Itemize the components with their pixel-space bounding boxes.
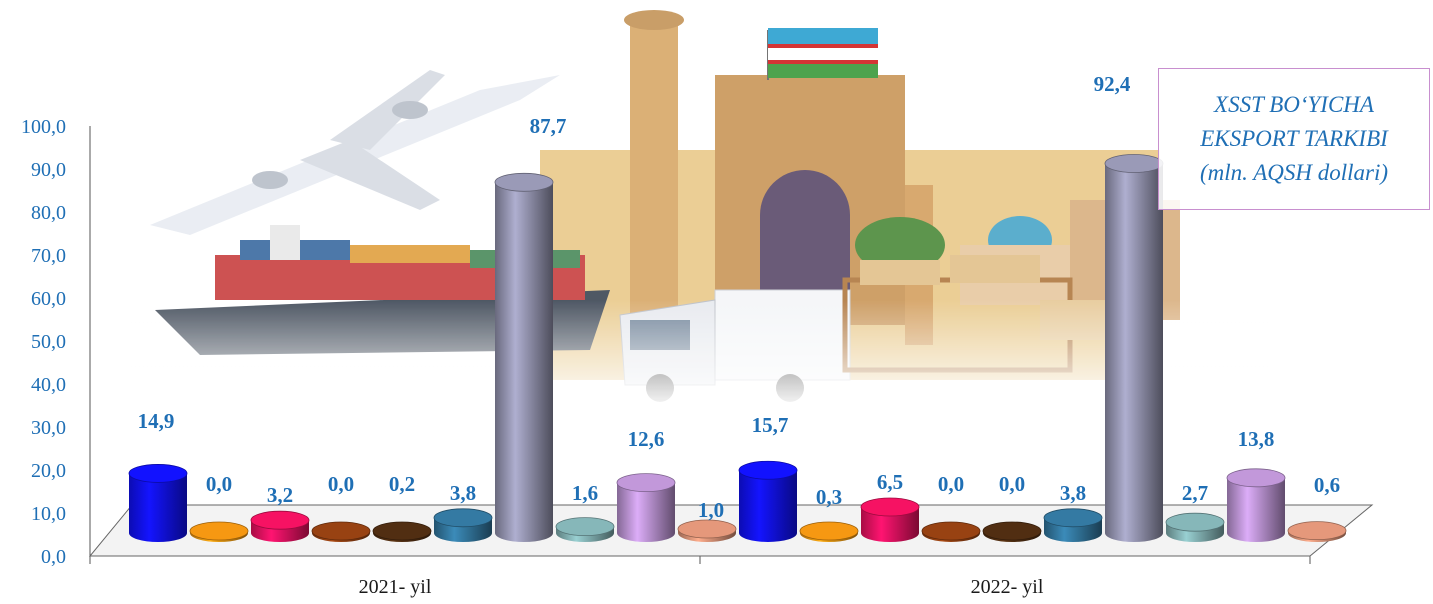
bar-top [128,464,188,483]
bar-value-label: 3,8 [450,481,476,505]
chart-title-line-2: EKSPORT TARKIBI [1200,126,1388,151]
bar-value-label: 1,0 [698,498,724,522]
bar-value-label: 0,3 [816,485,842,509]
bar-top [372,521,432,541]
bar-top [1226,468,1286,488]
y-tick-label: 60,0 [31,288,66,310]
bar-value-label: 0,0 [328,472,354,496]
bar-cylinder [616,473,676,542]
bar-cylinder [128,464,188,542]
flag-icon [767,28,878,80]
bar-value-label: 2,7 [1182,481,1208,505]
bar-top [189,521,249,541]
bar-cylinder [982,521,1042,542]
bar-top [250,510,310,530]
bar-value-label: 13,8 [1238,427,1275,451]
bar-value-label: 92,4 [1094,72,1131,96]
bar-top [433,508,493,528]
bar-top [1287,521,1347,541]
y-tick-label: 70,0 [31,245,66,267]
bar-cylinder [860,497,920,542]
x-category-label: 2021- yil [359,576,432,598]
y-tick-label: 0,0 [41,546,66,568]
bar-top [738,460,798,480]
chart-title-line-3: (mln. AQSH dollari) [1199,160,1389,185]
bar-cylinder [1165,512,1225,542]
bar-top [982,521,1042,541]
bar-top [1104,154,1164,173]
bar-cylinder [1104,154,1164,542]
bar-top [1043,508,1103,528]
x-category-label: 2022- yil [971,576,1044,598]
y-tick-label: 50,0 [31,331,66,353]
bar-cylinder [677,519,737,542]
y-tick-label: 30,0 [31,417,66,439]
bar-top [860,497,920,517]
bar-body [617,482,675,542]
bar-top [494,172,554,192]
y-tick-label: 80,0 [31,202,66,224]
bar-cylinder [799,521,859,542]
bar-value-label: 15,7 [752,413,789,437]
bar-body [1105,163,1163,542]
bar-top [921,521,981,541]
bar-cylinder [494,172,554,542]
bar-top [311,521,371,541]
bar-value-label: 12,6 [628,427,665,451]
bar-cylinder [1043,508,1103,542]
bar-value-label: 3,2 [267,483,293,507]
bar-body [861,507,919,542]
bar-value-label: 6,5 [877,470,903,494]
bar-value-label: 0,0 [938,472,964,496]
bar-cylinder [372,521,432,542]
bar-cylinder [1226,468,1286,542]
bar-value-label: 1,6 [572,481,598,505]
chart-title-box: XSST BO‘YICHA EKSPORT TARKIBI (mln. AQSH… [1158,68,1430,210]
bar-value-label: 0,2 [389,472,415,496]
bar-value-label: 0,0 [999,472,1025,496]
bar-body [495,182,553,542]
bar-cylinder [921,521,981,542]
bar-cylinder [311,521,371,542]
bar-top [1165,512,1225,532]
bar-value-label: 0,0 [206,472,232,496]
bar-body [739,470,797,542]
bar-top [677,519,737,539]
bar-cylinder [1287,521,1347,542]
y-tick-label: 90,0 [31,159,66,181]
airplane-icon [150,70,560,235]
bar-cylinder [433,508,493,542]
y-tick-label: 20,0 [31,460,66,482]
bar-top [616,473,676,493]
y-tick-label: 100,0 [21,116,66,138]
bar-cylinder [250,510,310,542]
chart-title-line-1: XSST BO‘YICHA [1214,92,1374,117]
bar-body [129,473,187,542]
y-tick-label: 10,0 [31,503,66,525]
bar-top [799,521,859,541]
y-tick-label: 40,0 [31,374,66,396]
bar-cylinder [189,521,249,542]
bar-cylinder [738,460,798,542]
bar-value-label: 14,9 [138,409,175,433]
bar-value-label: 0,6 [1314,473,1340,497]
bar-body [1227,477,1285,542]
bar-top [555,517,615,537]
bar-value-label: 87,7 [530,114,567,138]
bar-cylinder [555,517,615,542]
bar-value-label: 3,8 [1060,481,1086,505]
